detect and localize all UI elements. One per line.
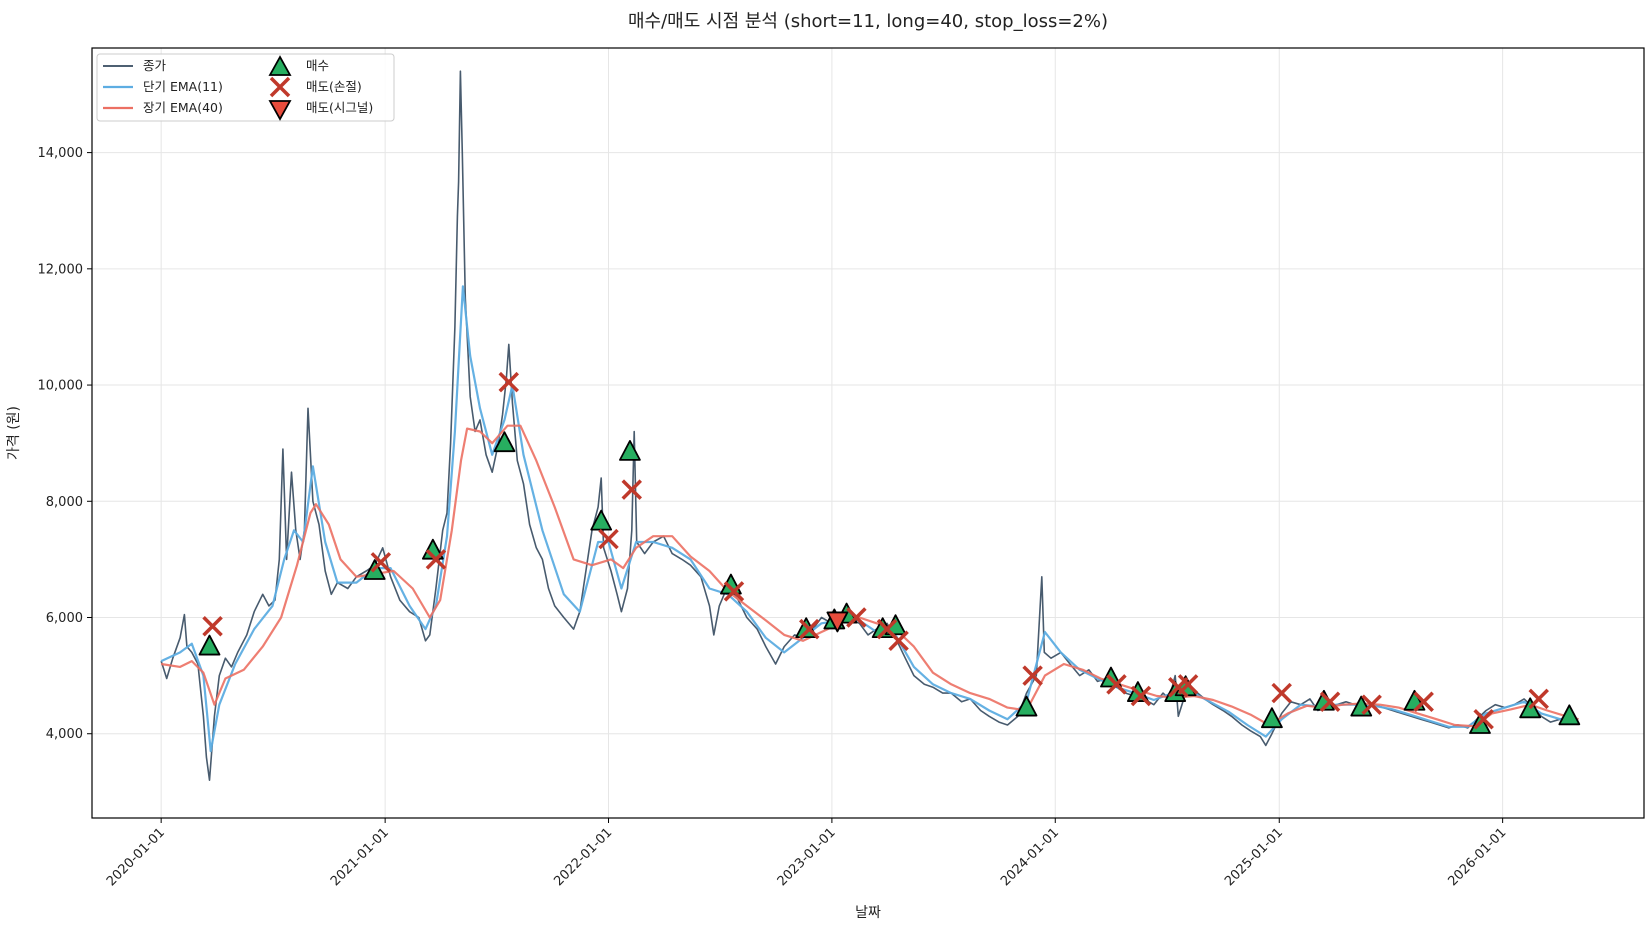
y-tick-label: 12,000 <box>38 262 84 277</box>
legend-signal-sell-label: 매도(시그널) <box>306 100 373 115</box>
y-tick-label: 14,000 <box>38 146 84 161</box>
legend-stop-loss-label: 매도(손절) <box>306 79 362 94</box>
legend-signal-sell-icon <box>268 100 292 121</box>
stop-loss-stroke <box>1177 674 1199 695</box>
stop-loss-marker <box>723 581 745 602</box>
stop-loss-stroke <box>1319 691 1341 713</box>
y-tick-label: 8,000 <box>46 495 83 510</box>
stop-loss-marker <box>1130 685 1152 707</box>
stop-loss-marker <box>1177 674 1199 695</box>
buy-marker <box>619 439 641 461</box>
stop-loss-marker <box>621 479 643 500</box>
stop-loss-stroke <box>370 552 392 573</box>
stop-loss-marker <box>425 549 447 570</box>
buy-marker <box>1558 704 1581 726</box>
stop-loss-stroke <box>498 371 520 393</box>
legend-close-label: 종가 <box>143 58 167 73</box>
stop-loss-stroke <box>425 549 447 570</box>
stop-loss-marker <box>846 607 867 628</box>
buy-marker <box>493 431 516 453</box>
legend-ema-long-label: 장기 EMA(40) <box>143 100 223 115</box>
chart-title: 매수/매도 시점 분석 (short=11, long=40, stop_los… <box>628 11 1108 32</box>
stop-loss-marker <box>498 371 520 393</box>
close-price-line <box>160 70 1579 782</box>
grid-layer <box>92 48 1644 818</box>
stop-loss-marker <box>1473 708 1494 730</box>
stop-loss-marker <box>1106 674 1127 695</box>
buy-marker <box>1015 695 1038 717</box>
y-axis-title: 가격 (원) <box>6 406 22 460</box>
stop-loss-marker <box>1271 682 1292 704</box>
stop-loss-stroke <box>1528 688 1549 710</box>
y-tick-label: 10,000 <box>38 379 84 394</box>
legend: 종가 단기 EMA(11) 장기 EMA(40) 매수 매도(손절) 매도(시그… <box>96 53 395 122</box>
stop-loss-stroke <box>1361 694 1382 715</box>
signal-sell-marker <box>826 611 849 633</box>
stop-loss-marker <box>1528 688 1549 710</box>
stop-loss-marker <box>1413 691 1434 713</box>
stop-loss-stroke <box>1473 708 1494 730</box>
stop-loss-stroke <box>1130 685 1152 707</box>
y-tick-label: 6,000 <box>46 611 83 626</box>
legend-stop-loss-icon <box>269 76 291 98</box>
legend-ema-short-label: 단기 EMA(11) <box>143 79 223 94</box>
buy-marker <box>198 634 221 656</box>
stop-loss-marker <box>1319 691 1341 713</box>
x-axis-title: 날짜 <box>855 905 881 921</box>
stop-loss-stroke <box>1022 665 1043 686</box>
stop-loss-marker <box>370 552 392 573</box>
stop-loss-stroke <box>1271 682 1292 704</box>
stop-loss-marker <box>799 618 820 640</box>
stop-loss-stroke <box>621 479 643 500</box>
legend-buy-icon <box>268 55 292 76</box>
stop-loss-stroke <box>202 615 223 637</box>
stop-loss-marker <box>888 630 909 651</box>
stop-loss-stroke <box>876 618 898 640</box>
stop-loss-marker <box>1361 694 1382 715</box>
stop-loss-stroke <box>723 581 745 602</box>
stop-loss-stroke <box>846 607 867 628</box>
stop-loss-stroke <box>1413 691 1434 713</box>
stop-loss-stroke <box>799 618 820 640</box>
stop-loss-marker <box>1022 665 1043 686</box>
legend-buy-label: 매수 <box>306 58 329 73</box>
buy-marker <box>1261 707 1283 729</box>
stop-loss-stroke <box>598 528 619 550</box>
marker-layer <box>198 371 1581 734</box>
plot-frame <box>91 47 1645 819</box>
y-tick-label: 4,000 <box>46 727 83 742</box>
stop-loss-marker <box>598 528 619 550</box>
stop-loss-stroke <box>1106 674 1127 695</box>
legend-box <box>96 53 395 122</box>
stop-loss-marker <box>202 615 223 637</box>
stop-loss-stroke <box>888 630 909 651</box>
